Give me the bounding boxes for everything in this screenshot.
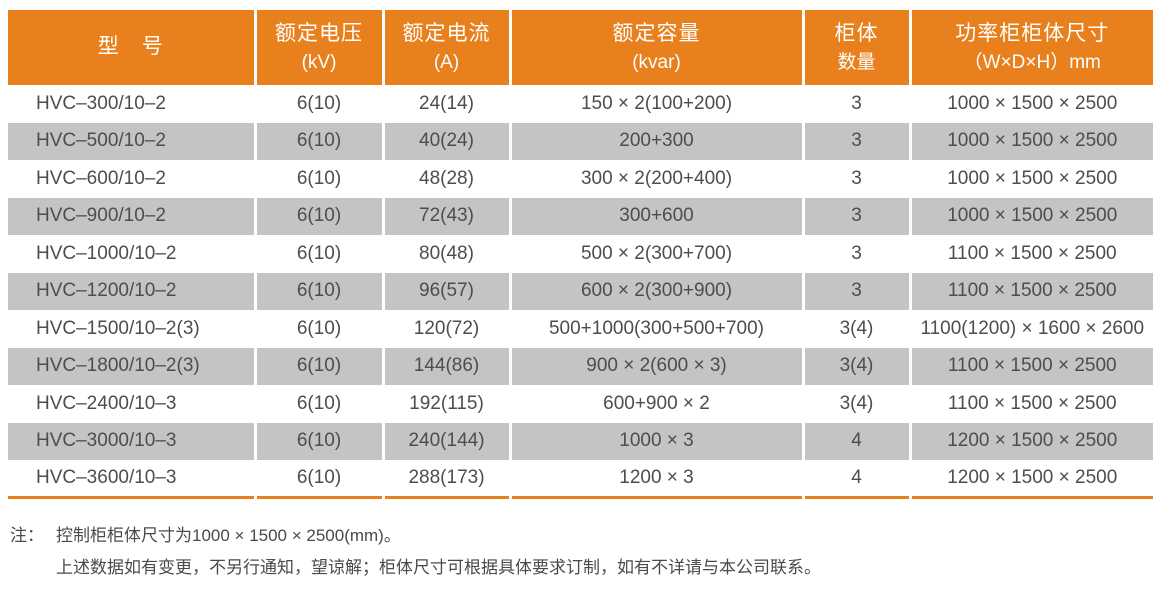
table-cell: 1000 × 1500 × 2500 [908, 122, 1153, 160]
table-cell: HVC–500/10–2 [8, 122, 255, 160]
table-row: HVC–900/10–2 6(10) 72(43) 300+600 3 1000 × 15… [8, 197, 1153, 235]
table-cell: 1100(1200) × 1600 × 2600 [908, 310, 1153, 348]
spec-table: 型 号额定电压 (kV) 额定电流 (A) 额定容量 (kvar) 柜体 数量 功率柜柜体尺寸（… [8, 10, 1153, 499]
table-cell: 6(10) [253, 460, 383, 498]
table-cell: HVC–3000/10–3 [8, 422, 255, 460]
table-cell: 48(28) [381, 160, 510, 198]
table-cell: 192(115) [381, 385, 510, 423]
table-cell: 3 [801, 85, 910, 123]
table-cell: HVC–1500/10–2(3) [8, 310, 255, 348]
table-cell: 120(72) [381, 310, 510, 348]
note-label: 注： [10, 526, 44, 545]
table-cell: 1000 × 3 [508, 422, 803, 460]
table-cell: 1200 × 1500 × 2500 [908, 422, 1153, 460]
table-cell: 6(10) [253, 197, 383, 235]
table-cell: 3(4) [801, 347, 910, 385]
note-text-1: 控制柜柜体尺寸为1000 × 1500 × 2500(mm)。 [56, 526, 401, 545]
table-cell: HVC–1000/10–2 [8, 235, 255, 273]
table-cell: HVC–1800/10–2(3) [8, 347, 255, 385]
table-row: HVC–1800/10–2(3) 6(10) 144(86) 900 × 2(600 … [8, 347, 1153, 385]
table-cell: 6(10) [253, 422, 383, 460]
table-cell: 6(10) [253, 310, 383, 348]
table-cell: 3 [801, 197, 910, 235]
table-cell: 1100 × 1500 × 2500 [908, 235, 1153, 273]
column-header-3: 额定电流 (A) [381, 10, 510, 85]
table-cell: 1100 × 1500 × 2500 [908, 347, 1153, 385]
table-cell: 3 [801, 235, 910, 273]
table-cell: 144(86) [381, 347, 510, 385]
table-cell: 72(43) [381, 197, 510, 235]
table-cell: 3(4) [801, 310, 910, 348]
table-cell: HVC–1200/10–2 [8, 272, 255, 310]
table-cell: 4 [801, 422, 910, 460]
table-row: HVC–1000/10–2 6(10) 80(48) 500 × 2(300+700)… [8, 235, 1153, 273]
table-row: HVC–600/10–2 6(10) 48(28) 300 × 2(200+400) 3… [8, 160, 1153, 198]
notes: 注： 控制柜柜体尺寸为1000 × 1500 × 2500(mm)。 上述数据如… [10, 520, 821, 584]
column-header-1: 型 号 [8, 10, 255, 85]
table-cell: 4 [801, 460, 910, 498]
table-cell: 500 × 2(300+700) [508, 235, 803, 273]
table-cell: 1000 × 1500 × 2500 [908, 85, 1153, 123]
table-cell: 150 × 2(100+200) [508, 85, 803, 123]
table-row: HVC–3600/10–3 6(10) 288(173) 1200 × 3 4 1200 … [8, 460, 1153, 498]
note-line-2: 上述数据如有变更，不另行通知，望谅解；柜体尺寸可根据具体要求订制，如有不详请与本… [10, 552, 821, 584]
table-cell: 6(10) [253, 272, 383, 310]
table-row: HVC–500/10–2 6(10) 40(24) 200+300 3 1000 × 15… [8, 122, 1153, 160]
table-cell: 96(57) [381, 272, 510, 310]
column-header-4: 额定容量 (kvar) [508, 10, 803, 85]
table-cell: 6(10) [253, 235, 383, 273]
table-header-row: 型 号额定电压 (kV) 额定电流 (A) 额定容量 (kvar) 柜体 数量 功率柜柜体尺寸（… [8, 10, 1153, 85]
table-row: HVC–1500/10–2(3) 6(10) 120(72) 500+1000(300… [8, 310, 1153, 348]
table-cell: 900 × 2(600 × 3) [508, 347, 803, 385]
table-cell: 6(10) [253, 347, 383, 385]
note-text-2: 上述数据如有变更，不另行通知，望谅解；柜体尺寸可根据具体要求订制，如有不详请与本… [56, 558, 821, 577]
column-header-2: 额定电压 (kV) [253, 10, 383, 85]
table-cell: 3 [801, 160, 910, 198]
table-cell: 1100 × 1500 × 2500 [908, 272, 1153, 310]
table-cell: 300+600 [508, 197, 803, 235]
table-cell: 600+900 × 2 [508, 385, 803, 423]
table-cell: 3(4) [801, 385, 910, 423]
table-row: HVC–3000/10–3 6(10) 240(144) 1000 × 3 4 1200 … [8, 422, 1153, 460]
table-cell: 300 × 2(200+400) [508, 160, 803, 198]
table-cell: 40(24) [381, 122, 510, 160]
table-row: HVC–1200/10–2 6(10) 96(57) 600 × 2(300+900)… [8, 272, 1153, 310]
table-cell: 1000 × 1500 × 2500 [908, 197, 1153, 235]
table-cell: 1100 × 1500 × 2500 [908, 385, 1153, 423]
table-cell: 600 × 2(300+900) [508, 272, 803, 310]
column-header-5: 柜体 数量 [801, 10, 910, 85]
table-cell: 80(48) [381, 235, 510, 273]
table-cell: 6(10) [253, 385, 383, 423]
table-cell: 200+300 [508, 122, 803, 160]
table-cell: 1200 × 1500 × 2500 [908, 460, 1153, 498]
table-row: HVC–300/10–2 6(10) 24(14) 150 × 2(100+200) 3… [8, 85, 1153, 123]
column-header-6: 功率柜柜体尺寸 （W×D×H）mm [908, 10, 1153, 85]
table-cell: 1200 × 3 [508, 460, 803, 498]
table-cell: HVC–900/10–2 [8, 197, 255, 235]
table-cell: 288(173) [381, 460, 510, 498]
table-cell: 6(10) [253, 160, 383, 198]
table-cell: 6(10) [253, 122, 383, 160]
table-cell: HVC–3600/10–3 [8, 460, 255, 498]
note-line-1: 注： 控制柜柜体尺寸为1000 × 1500 × 2500(mm)。 [10, 520, 821, 552]
table-cell: HVC–600/10–2 [8, 160, 255, 198]
table-row: HVC–2400/10–3 6(10) 192(115) 600+900 × 2 3(4… [8, 385, 1153, 423]
table-cell: 1000 × 1500 × 2500 [908, 160, 1153, 198]
table-cell: 24(14) [381, 85, 510, 123]
table-cell: 3 [801, 272, 910, 310]
table-cell: 240(144) [381, 422, 510, 460]
table-cell: 6(10) [253, 85, 383, 123]
table-cell: HVC–300/10–2 [8, 85, 255, 123]
table-cell: 3 [801, 122, 910, 160]
table-cell: HVC–2400/10–3 [8, 385, 255, 423]
table-cell: 500+1000(300+500+700) [508, 310, 803, 348]
